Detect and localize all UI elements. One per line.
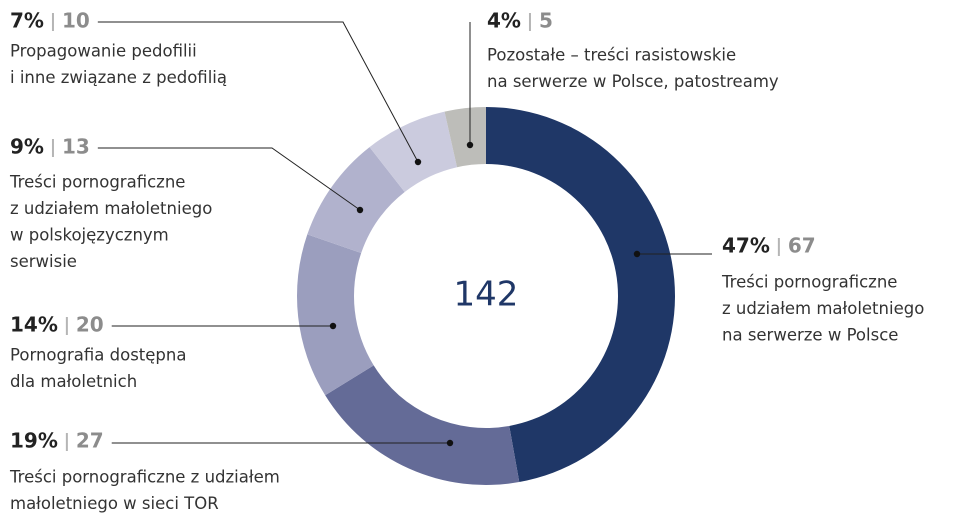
donut-segment	[307, 147, 405, 253]
count-label: 10	[62, 9, 90, 33]
donut-segment	[486, 107, 675, 483]
category-label: Propagowanie pedofilii	[10, 42, 197, 61]
donut-segment	[369, 111, 458, 193]
count-label: 20	[76, 313, 104, 337]
category-label: dla małoletnich	[10, 372, 137, 391]
category-label: Treści pornograficzne	[9, 173, 185, 192]
category-label: na serwerze w Polsce	[722, 326, 898, 345]
leader-line	[97, 21, 419, 163]
leader-dot	[356, 206, 364, 214]
category-label: z udziałem małoletniego	[10, 199, 212, 218]
donut-segment	[297, 234, 374, 396]
category-label: Pozostałe – treści rasistowskie	[487, 46, 736, 65]
count-label: 67	[788, 234, 816, 258]
category-label: małoletniego w sieci TOR	[10, 494, 219, 513]
category-label: z udziałem małoletniego	[722, 299, 924, 318]
count-label: 13	[62, 135, 90, 159]
category-label: Treści pornograficzne z udziałem	[9, 468, 280, 487]
donut-segment	[325, 365, 520, 485]
leader-line	[97, 147, 361, 211]
percent-label: 9%	[10, 135, 44, 159]
percent-label: 47%	[722, 234, 770, 258]
count-label: 27	[76, 429, 104, 453]
percent-label: 19%	[10, 429, 58, 453]
leader-dot	[329, 322, 337, 330]
count-label: 5	[539, 9, 553, 33]
donut-segment	[444, 107, 486, 168]
center-total: 142	[454, 275, 519, 315]
leader-dot	[633, 250, 641, 258]
category-label: i inne związane z pedofilią	[10, 68, 227, 87]
category-label: w polskojęzycznym	[10, 226, 169, 245]
category-label: Treści pornograficzne	[721, 273, 897, 292]
category-label: na serwerze w Polsce, patostreamy	[487, 72, 779, 91]
category-label: Pornografia dostępna	[10, 346, 186, 365]
leader-dot	[414, 158, 422, 166]
category-label: serwisie	[10, 252, 77, 271]
leader-dot	[446, 439, 454, 447]
percent-label: 4%	[487, 9, 521, 33]
leader-dot	[466, 141, 474, 149]
percent-label: 14%	[10, 313, 58, 337]
percent-label: 7%	[10, 9, 44, 33]
